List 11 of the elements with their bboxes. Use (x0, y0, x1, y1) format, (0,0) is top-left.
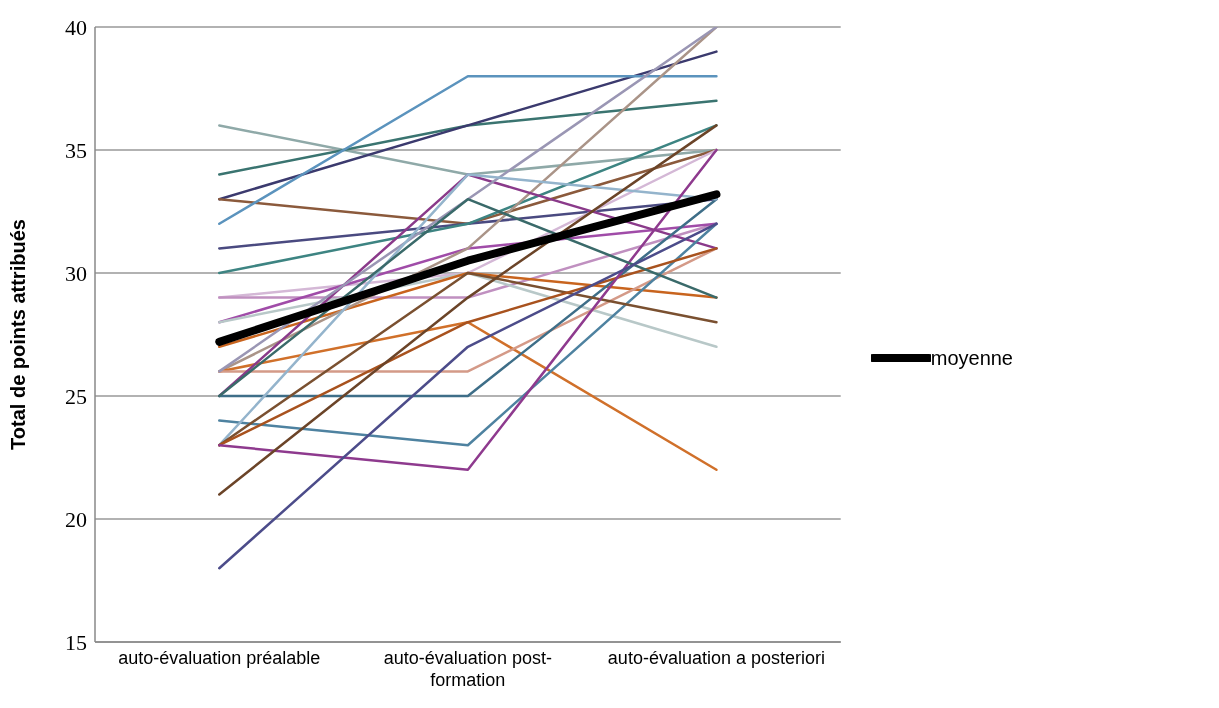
y-tick-label: 40 (65, 14, 87, 40)
y-axis-title: Total de points attribués (7, 219, 30, 450)
y-tick-label: 25 (65, 383, 87, 409)
x-tick-label: auto-évaluation post-formation (383, 648, 552, 690)
y-tick-label: 15 (65, 629, 87, 655)
x-tick-label: auto-évaluation préalable (118, 648, 321, 668)
y-tick-label: 20 (65, 506, 87, 532)
y-tick-label: 30 (65, 260, 87, 286)
y-tick-label: 35 (65, 137, 87, 163)
x-tick-label: auto-évaluation a posteriori (607, 648, 825, 668)
legend-label: moyenne (930, 346, 1013, 370)
